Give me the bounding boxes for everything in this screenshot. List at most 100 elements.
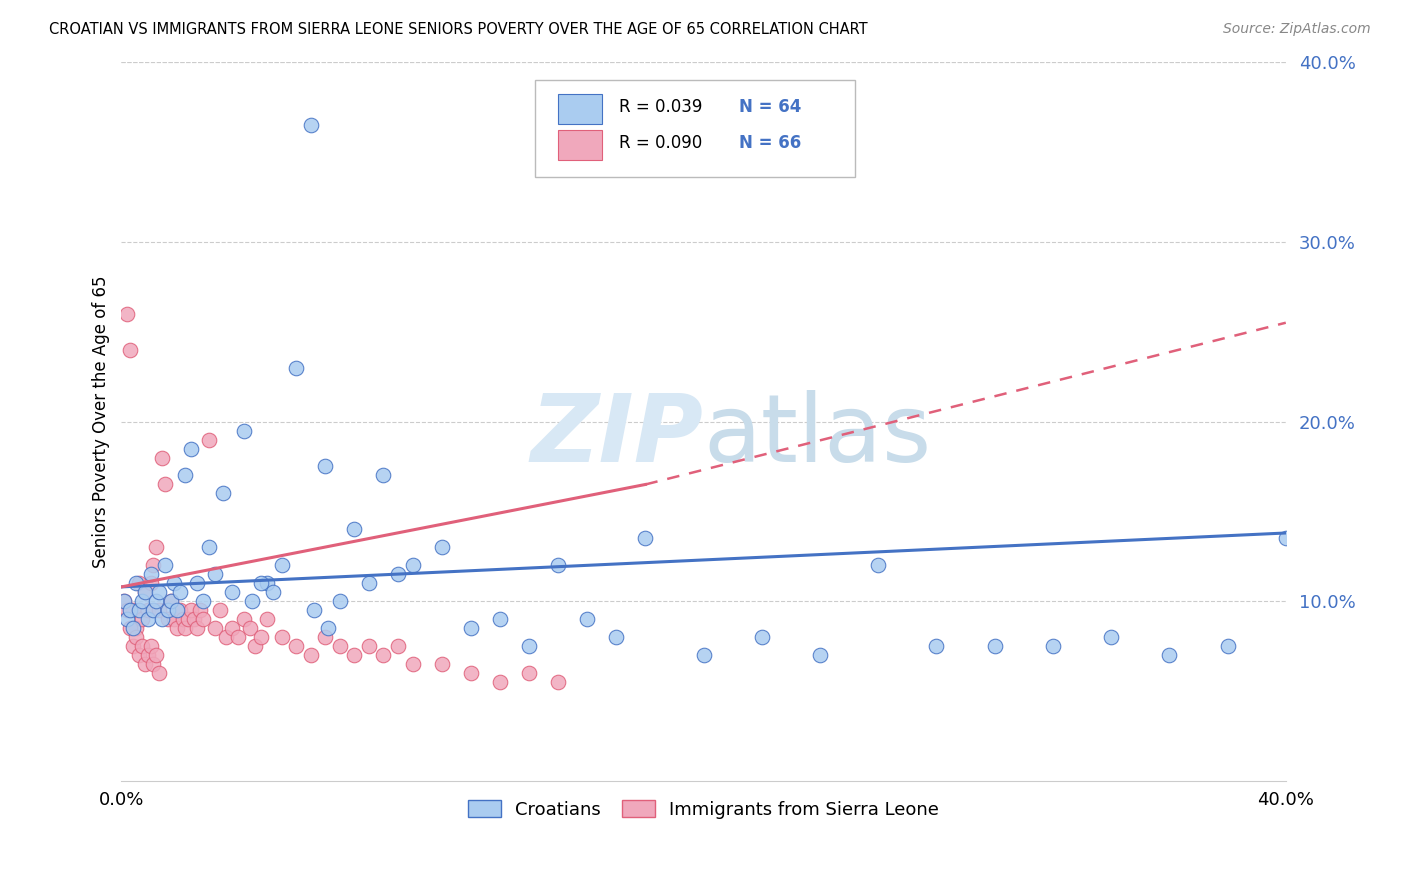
Point	[299, 648, 322, 663]
Point	[150, 612, 173, 626]
Point	[148, 666, 170, 681]
Point	[250, 630, 273, 644]
Point	[387, 639, 409, 653]
Point	[302, 603, 325, 617]
Point	[188, 603, 211, 617]
Point	[692, 648, 714, 663]
Point	[1274, 532, 1296, 546]
Point	[139, 576, 162, 591]
Text: ZIP: ZIP	[530, 390, 703, 482]
Text: R = 0.090: R = 0.090	[619, 135, 702, 153]
Point	[125, 576, 148, 591]
FancyBboxPatch shape	[558, 94, 602, 124]
Point	[183, 612, 205, 626]
Point	[160, 594, 183, 608]
Point	[204, 621, 226, 635]
Point	[226, 630, 249, 644]
Point	[605, 630, 627, 644]
Point	[270, 558, 292, 573]
Point	[256, 576, 278, 591]
Point	[460, 621, 482, 635]
Point	[925, 639, 948, 653]
Point	[120, 621, 142, 635]
Point	[245, 639, 267, 653]
FancyBboxPatch shape	[558, 130, 602, 160]
Point	[122, 639, 145, 653]
Point	[139, 567, 162, 582]
Point	[221, 585, 243, 599]
Point	[204, 567, 226, 582]
Point	[576, 612, 599, 626]
Point	[166, 603, 188, 617]
Text: N = 66: N = 66	[738, 135, 801, 153]
Point	[1216, 639, 1239, 653]
Point	[128, 648, 150, 663]
Point	[316, 621, 339, 635]
Point	[142, 558, 165, 573]
Point	[373, 468, 395, 483]
Point	[314, 630, 336, 644]
Point	[489, 675, 512, 690]
Point	[215, 630, 238, 644]
Point	[166, 621, 188, 635]
Point	[191, 594, 214, 608]
Text: N = 64: N = 64	[738, 98, 801, 117]
Point	[153, 477, 176, 491]
Point	[285, 639, 308, 653]
Point	[112, 594, 135, 608]
Point	[128, 603, 150, 617]
Point	[172, 612, 194, 626]
Point	[148, 585, 170, 599]
Point	[131, 594, 153, 608]
Point	[128, 576, 150, 591]
Point	[136, 603, 159, 617]
Point	[145, 648, 167, 663]
Point	[329, 639, 352, 653]
Point	[547, 675, 569, 690]
Point	[112, 594, 135, 608]
Point	[285, 360, 308, 375]
Point	[430, 657, 453, 672]
Point	[250, 576, 273, 591]
Point	[983, 639, 1005, 653]
Point	[238, 621, 260, 635]
Point	[1159, 648, 1181, 663]
Point	[131, 639, 153, 653]
Point	[232, 424, 254, 438]
Point	[122, 621, 145, 635]
Point	[142, 603, 165, 617]
Point	[547, 558, 569, 573]
Point	[191, 612, 214, 626]
Point	[489, 612, 512, 626]
Y-axis label: Seniors Poverty Over the Age of 65: Seniors Poverty Over the Age of 65	[93, 276, 110, 568]
Point	[134, 585, 156, 599]
Point	[134, 657, 156, 672]
Point	[125, 630, 148, 644]
Point	[148, 603, 170, 617]
Point	[1099, 630, 1122, 644]
Point	[517, 666, 540, 681]
Point	[169, 603, 191, 617]
Point	[180, 603, 202, 617]
Point	[122, 603, 145, 617]
Point	[160, 594, 183, 608]
Point	[174, 621, 197, 635]
Point	[163, 576, 186, 591]
Point	[186, 621, 208, 635]
Point	[460, 666, 482, 681]
Point	[212, 486, 235, 500]
Point	[343, 522, 366, 536]
Point	[517, 639, 540, 653]
Point	[232, 612, 254, 626]
Point	[150, 450, 173, 465]
Point	[153, 558, 176, 573]
Point	[120, 603, 142, 617]
Point	[751, 630, 773, 644]
FancyBboxPatch shape	[534, 80, 855, 178]
Point	[401, 657, 423, 672]
Text: Source: ZipAtlas.com: Source: ZipAtlas.com	[1223, 22, 1371, 37]
Point	[343, 648, 366, 663]
Point	[136, 648, 159, 663]
Point	[136, 612, 159, 626]
Point	[125, 621, 148, 635]
